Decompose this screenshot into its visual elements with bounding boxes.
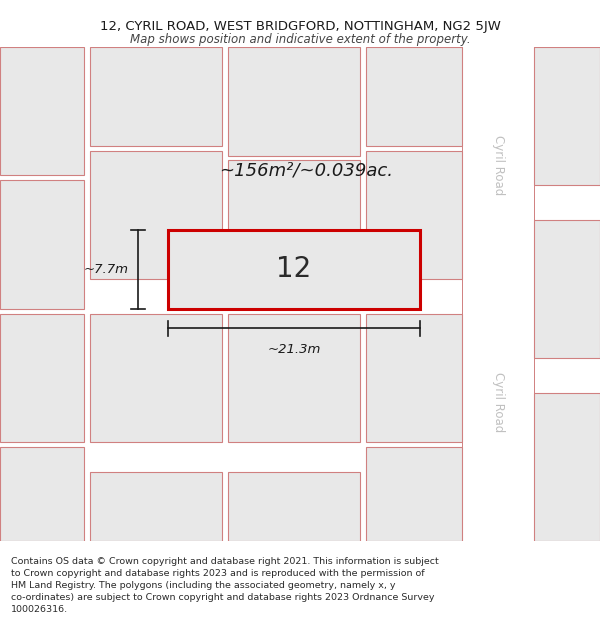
- Text: Map shows position and indicative extent of the property.: Map shows position and indicative extent…: [130, 33, 470, 46]
- Bar: [228, 47, 360, 156]
- Text: 12, CYRIL ROAD, WEST BRIDGFORD, NOTTINGHAM, NG2 5JW: 12, CYRIL ROAD, WEST BRIDGFORD, NOTTINGH…: [100, 20, 500, 33]
- Bar: [0, 180, 84, 309]
- Bar: [534, 219, 600, 358]
- Bar: [534, 392, 600, 541]
- Bar: [228, 161, 360, 279]
- Bar: [90, 47, 222, 146]
- Bar: [0, 314, 84, 442]
- Text: Cyril Road: Cyril Road: [491, 135, 505, 196]
- Bar: [90, 151, 222, 279]
- Bar: [366, 47, 462, 146]
- Text: ~7.7m: ~7.7m: [84, 262, 129, 276]
- Text: ~156m²/~0.039ac.: ~156m²/~0.039ac.: [219, 161, 393, 179]
- Bar: [366, 314, 462, 442]
- Bar: [90, 471, 222, 541]
- Bar: [228, 471, 360, 541]
- Text: 12: 12: [277, 255, 311, 283]
- Bar: [228, 314, 360, 442]
- Text: to Crown copyright and database rights 2023 and is reproduced with the permissio: to Crown copyright and database rights 2…: [11, 569, 424, 578]
- Text: ~21.3m: ~21.3m: [268, 343, 320, 356]
- Text: HM Land Registry. The polygons (including the associated geometry, namely x, y: HM Land Registry. The polygons (includin…: [11, 581, 395, 590]
- Text: Cyril Road: Cyril Road: [491, 372, 505, 432]
- Text: 100026316.: 100026316.: [11, 605, 68, 614]
- Bar: [168, 229, 420, 309]
- Text: co-ordinates) are subject to Crown copyright and database rights 2023 Ordnance S: co-ordinates) are subject to Crown copyr…: [11, 593, 434, 602]
- Text: Contains OS data © Crown copyright and database right 2021. This information is : Contains OS data © Crown copyright and d…: [11, 558, 439, 566]
- Bar: [534, 47, 600, 185]
- Bar: [0, 447, 84, 541]
- Bar: [366, 151, 462, 279]
- Bar: [90, 314, 222, 442]
- Bar: [366, 447, 462, 541]
- Bar: [0, 47, 84, 175]
